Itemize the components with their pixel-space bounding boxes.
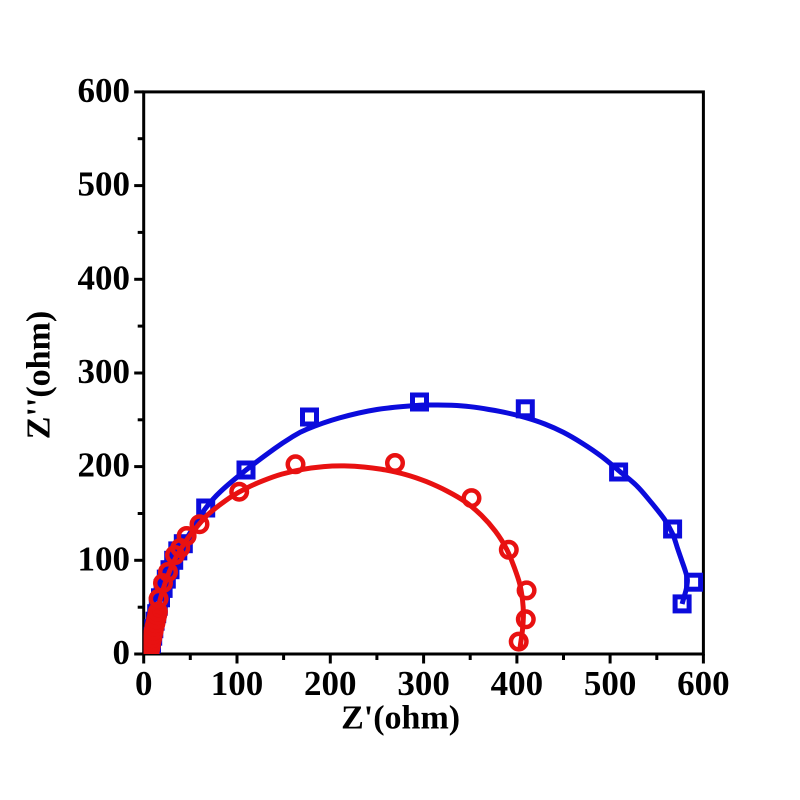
svg-text:Z'(ohm): Z'(ohm): [341, 700, 460, 737]
svg-text:0: 0: [135, 664, 153, 703]
svg-text:600: 600: [677, 664, 730, 703]
svg-text:300: 300: [78, 352, 131, 391]
svg-text:500: 500: [584, 664, 637, 703]
svg-text:600: 600: [78, 71, 131, 110]
svg-text:300: 300: [397, 664, 450, 703]
svg-text:200: 200: [78, 446, 131, 485]
svg-text:100: 100: [211, 664, 264, 703]
svg-text:400: 400: [491, 664, 544, 703]
svg-text:400: 400: [78, 258, 131, 297]
svg-text:Z''(ohm): Z''(ohm): [21, 311, 58, 439]
svg-text:0: 0: [113, 633, 131, 672]
svg-text:200: 200: [304, 664, 357, 703]
svg-text:100: 100: [78, 539, 131, 578]
svg-text:500: 500: [78, 165, 131, 204]
